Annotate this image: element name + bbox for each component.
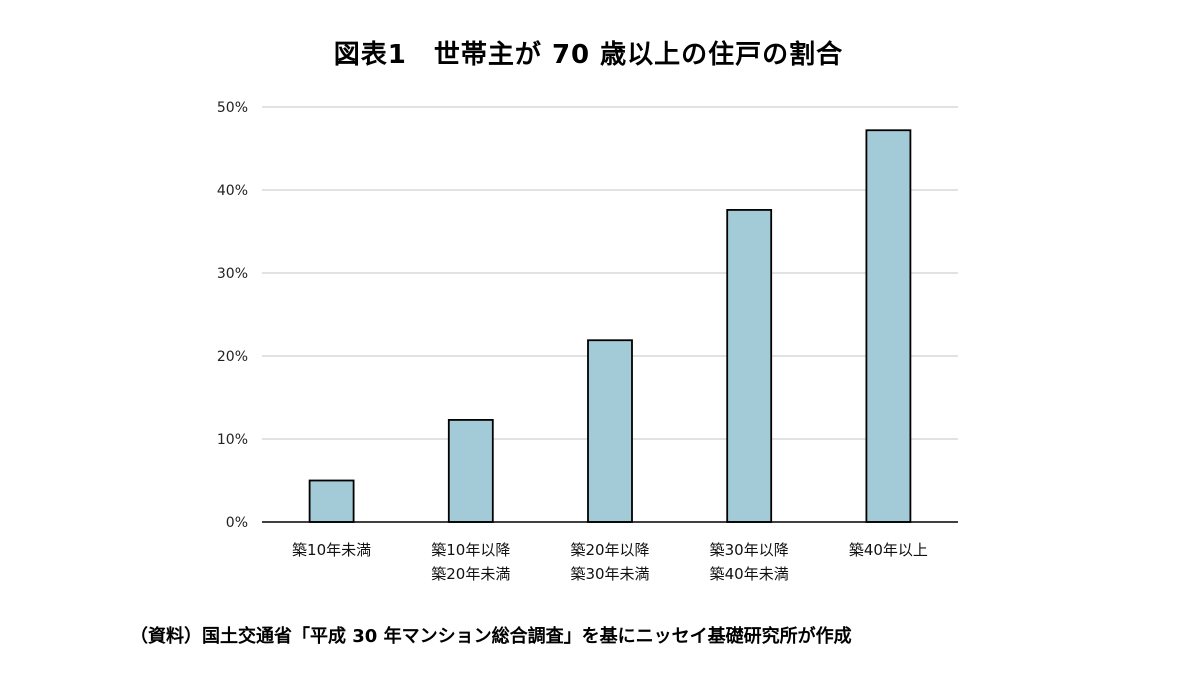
bar	[308, 479, 355, 523]
x-category-label: 築20年未満	[431, 565, 510, 583]
x-category-label: 築20年以降	[570, 541, 649, 559]
bar	[865, 129, 912, 523]
y-axis-tick-labels: 0% 10% 20% 30% 40% 50%	[217, 100, 248, 531]
y-tick-label: 50%	[217, 100, 248, 116]
source-note: （資料）国土交通省「平成 30 年マンション総合調査」を基にニッセイ基礎研究所が…	[130, 626, 852, 647]
x-category-label: 築40年以上	[849, 541, 928, 559]
y-tick-label: 10%	[217, 432, 248, 448]
y-tick-label: 40%	[217, 183, 248, 199]
x-category-label: 築30年未満	[570, 565, 649, 583]
bar	[587, 339, 633, 523]
x-category-label: 築10年未満	[292, 541, 371, 559]
x-axis-category-labels: 築10年未満 築10年以降築20年未満築20年以降築30年未満築30年以降築40年…	[292, 541, 928, 583]
x-category-label: 築40年未満	[710, 565, 789, 583]
bars	[308, 129, 912, 523]
y-tick-label: 30%	[217, 266, 248, 282]
bar	[447, 419, 494, 523]
y-tick-label: 0%	[226, 515, 248, 531]
x-category-label: 築10年以降	[431, 541, 510, 559]
bar	[726, 209, 773, 523]
y-tick-label: 20%	[217, 349, 248, 365]
chart-title: 図表1 世帯主が 70 歳以上の住戸の割合	[333, 40, 844, 70]
x-category-label: 築30年以降	[710, 541, 789, 559]
